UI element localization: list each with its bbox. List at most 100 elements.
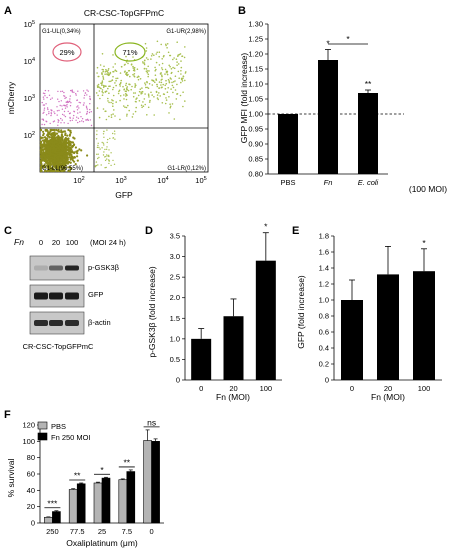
event-dot xyxy=(66,104,68,106)
event-dot xyxy=(39,155,43,158)
event-dot xyxy=(39,167,43,171)
bracket-significance-label: * xyxy=(346,34,350,44)
event-dot xyxy=(53,144,56,147)
event-dot xyxy=(161,67,163,69)
event-dot xyxy=(75,94,77,96)
event-dot xyxy=(48,112,50,115)
event-dot xyxy=(104,71,107,73)
event-dot xyxy=(159,95,161,97)
event-dot xyxy=(144,82,146,84)
bar xyxy=(76,483,86,524)
event-dot xyxy=(58,140,61,143)
event-dot xyxy=(123,98,125,100)
event-dot xyxy=(89,103,91,105)
event-dot xyxy=(107,100,109,102)
y-tick-label: 3.0 xyxy=(170,252,180,261)
event-dot xyxy=(42,92,45,94)
event-dot xyxy=(114,63,116,65)
flow-x-label: GFP xyxy=(115,190,133,200)
event-dot xyxy=(97,75,99,78)
event-dot xyxy=(128,83,130,85)
annotation-ring-left xyxy=(52,42,82,62)
event-dot xyxy=(51,169,54,172)
y-tick-label: 1.20 xyxy=(248,50,263,59)
event-dot xyxy=(53,132,56,135)
event-dot xyxy=(117,92,120,95)
event-dot xyxy=(172,86,175,89)
event-dot xyxy=(49,122,51,125)
event-dot xyxy=(73,91,75,94)
event-dot xyxy=(171,103,174,105)
event-dot xyxy=(165,79,167,82)
event-dot xyxy=(95,138,98,140)
event-dot xyxy=(178,77,180,79)
event-dot xyxy=(154,74,157,76)
event-dot xyxy=(114,115,116,117)
event-dot xyxy=(76,159,79,162)
event-dot xyxy=(55,169,58,173)
event-dot xyxy=(120,65,123,68)
event-dot xyxy=(102,133,105,135)
event-dot xyxy=(42,152,45,155)
event-dot xyxy=(111,79,113,82)
bar xyxy=(318,60,338,174)
event-dot xyxy=(134,110,137,113)
event-dot xyxy=(69,165,72,169)
blot-lane-20: 20 xyxy=(52,238,60,247)
event-dot xyxy=(156,51,158,54)
y-tick-label: 104 xyxy=(24,57,35,66)
event-dot xyxy=(45,153,48,157)
event-dot xyxy=(54,144,57,148)
event-dot xyxy=(44,169,47,173)
event-dot xyxy=(164,102,167,105)
event-dot xyxy=(182,75,185,78)
event-dot xyxy=(176,61,178,63)
event-dot xyxy=(106,146,108,148)
event-dot xyxy=(53,135,56,139)
blot-band xyxy=(65,320,79,326)
event-dot xyxy=(107,97,109,100)
event-dot xyxy=(39,136,43,139)
y-tick-label: 0 xyxy=(325,376,329,385)
event-dot xyxy=(86,108,89,110)
event-dot xyxy=(155,53,158,55)
event-dot xyxy=(102,77,105,79)
event-dot xyxy=(115,79,117,82)
event-dot xyxy=(148,70,150,72)
event-dot xyxy=(123,94,125,96)
event-dot xyxy=(169,54,172,57)
event-dot xyxy=(167,87,169,89)
event-dot xyxy=(177,55,179,57)
event-dot xyxy=(161,86,163,89)
event-dot xyxy=(176,93,179,95)
y-tick-label: 3.5 xyxy=(170,232,180,241)
event-dot xyxy=(172,58,174,61)
event-dot xyxy=(64,152,67,155)
event-dot xyxy=(86,118,89,121)
event-dot xyxy=(173,118,176,120)
event-dot xyxy=(119,95,122,97)
event-dot xyxy=(132,95,135,98)
event-dot xyxy=(45,120,47,122)
event-dot xyxy=(73,143,76,146)
event-dot xyxy=(57,119,59,121)
event-dot xyxy=(73,114,75,117)
event-dot xyxy=(69,105,72,107)
event-dot xyxy=(55,132,58,135)
x-tick-label: 7.5 xyxy=(122,527,132,536)
event-dot xyxy=(63,169,66,172)
event-dot xyxy=(142,105,145,107)
event-dot xyxy=(58,142,61,145)
event-dot xyxy=(151,79,154,82)
event-dot xyxy=(57,149,60,152)
event-dot xyxy=(42,119,45,121)
event-dot xyxy=(146,80,148,83)
event-dot xyxy=(56,162,60,165)
event-dot xyxy=(108,80,110,83)
event-dot xyxy=(76,155,79,158)
event-dot xyxy=(176,83,178,86)
event-dot xyxy=(119,99,121,102)
event-dot xyxy=(133,68,136,71)
event-dot xyxy=(165,43,167,46)
y-tick-label: 0 xyxy=(176,376,180,385)
